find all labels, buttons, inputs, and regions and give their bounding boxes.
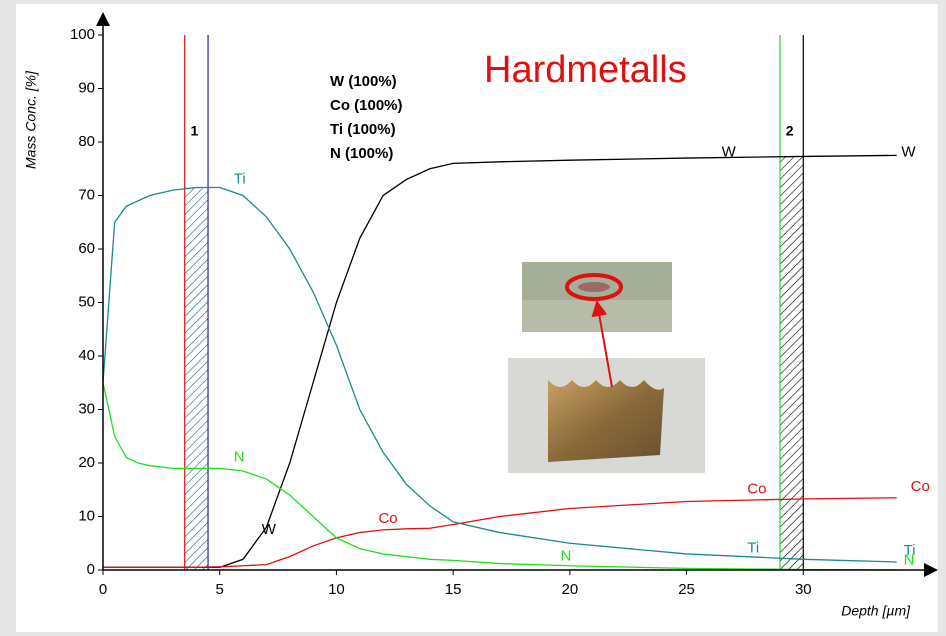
curve-label: Co <box>378 510 397 527</box>
legend-text: W (100%) <box>330 73 397 90</box>
y-tick-label: 10 <box>78 507 95 524</box>
legend-text: Co (100%) <box>330 97 403 114</box>
y-tick-label: 90 <box>78 79 95 96</box>
sample-photo <box>508 262 705 473</box>
legend-text: Ti (100%) <box>330 121 396 138</box>
y-tick-label: 80 <box>78 133 95 150</box>
y-tick-label: 60 <box>78 240 95 257</box>
x-tick-label: 5 <box>216 581 224 598</box>
curve-label: W <box>901 144 916 161</box>
series-line <box>102 382 897 571</box>
curve-label: Co <box>911 478 930 495</box>
series-line <box>102 186 897 563</box>
chart-title: Hardmetalls <box>484 49 687 91</box>
y-tick-label: 20 <box>78 454 95 471</box>
series-line <box>103 497 897 568</box>
y-tick-label: 0 <box>87 561 95 578</box>
x-axis-label: Depth [µm] <box>841 603 911 619</box>
curve-label: W <box>722 144 737 161</box>
region-label: 1 <box>190 123 198 139</box>
curve-label: N <box>234 449 245 466</box>
y-tick-label: 40 <box>78 347 95 364</box>
y-axis-label: Mass Conc. [%] <box>23 70 39 169</box>
y-tick-label: 70 <box>78 186 95 203</box>
curve-label: Co <box>747 481 766 498</box>
curve-label: Ti <box>234 170 246 187</box>
x-tick-label: 15 <box>445 581 462 598</box>
curve-label: W <box>262 521 277 538</box>
x-tick-label: 30 <box>795 581 812 598</box>
x-tick-label: 0 <box>99 581 107 598</box>
curve-label: N <box>561 548 572 565</box>
region-label: 2 <box>786 123 794 139</box>
y-axis-arrow <box>96 12 110 26</box>
region-hatch <box>779 156 804 570</box>
y-tick-label: 100 <box>70 26 95 43</box>
region-hatch <box>184 187 209 570</box>
curve-label: Ti <box>904 542 916 559</box>
curve-label: Ti <box>747 540 759 557</box>
y-tick-label: 30 <box>78 400 95 417</box>
legend-text: N (100%) <box>330 145 393 162</box>
x-axis-arrow <box>924 563 938 577</box>
x-tick-label: 25 <box>678 581 695 598</box>
y-tick-label: 50 <box>78 293 95 310</box>
x-tick-label: 10 <box>328 581 345 598</box>
x-tick-label: 20 <box>562 581 579 598</box>
curve-label: N <box>904 551 915 568</box>
